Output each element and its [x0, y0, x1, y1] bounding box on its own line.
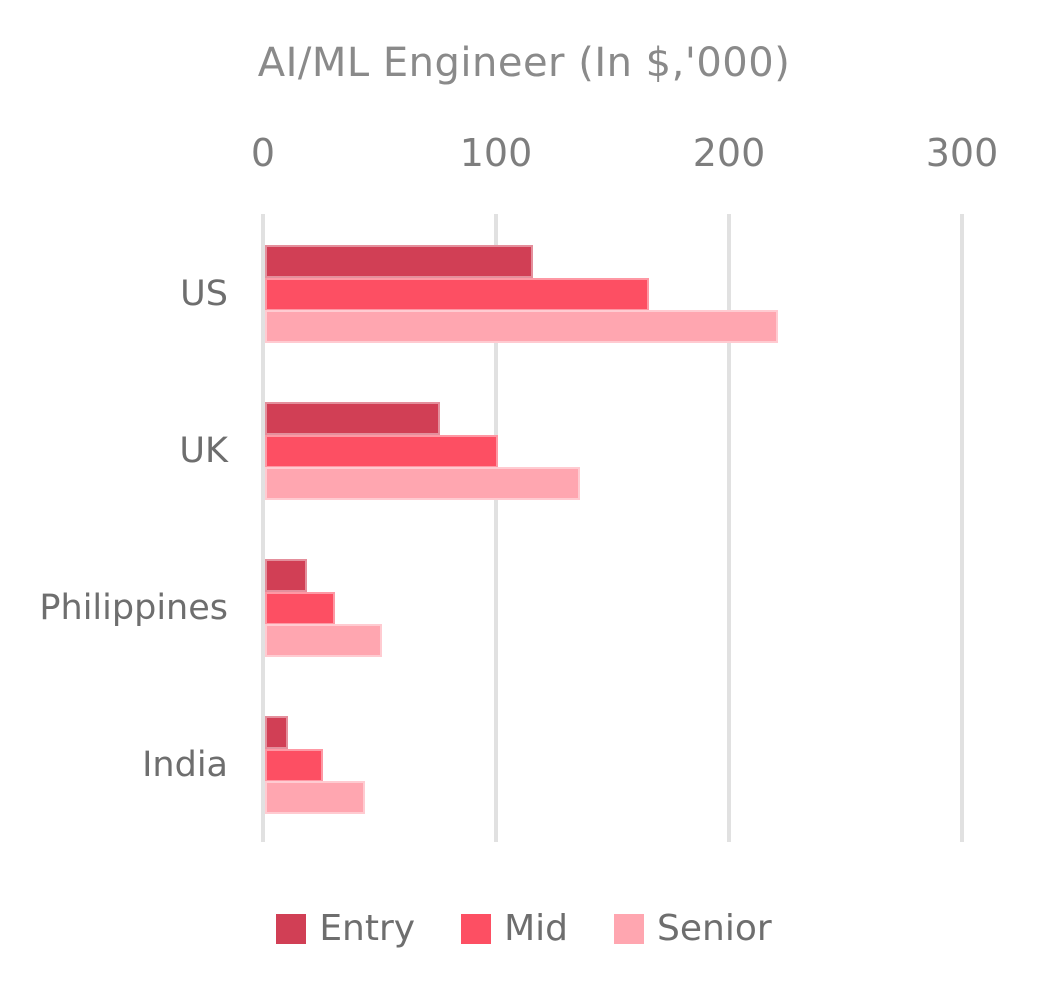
legend-label-mid: Mid	[504, 908, 569, 949]
gridline-0	[261, 214, 265, 842]
bar-philippines-entry	[265, 559, 307, 592]
x-tick-label-200: 200	[692, 131, 766, 175]
bar-uk-entry	[265, 402, 440, 435]
bar-india-senior	[265, 781, 366, 814]
category-label-us: US	[180, 273, 228, 314]
legend: Entry Mid Senior	[0, 908, 1048, 949]
category-label-philippines: Philippines	[39, 587, 228, 628]
category-label-india: India	[142, 744, 228, 785]
bar-india-entry	[265, 716, 289, 749]
x-tick-label-100: 100	[459, 131, 533, 175]
legend-item-entry: Entry	[276, 908, 415, 949]
category-label-uk: UK	[179, 430, 228, 471]
legend-label-entry: Entry	[319, 908, 416, 949]
bar-us-mid	[265, 277, 650, 311]
bar-philippines-senior	[265, 624, 382, 657]
bar-india-mid	[265, 748, 324, 782]
legend-label-senior: Senior	[657, 908, 772, 949]
x-tick-label-0: 0	[250, 131, 276, 175]
legend-swatch-entry-icon	[276, 913, 307, 944]
bar-us-entry	[265, 245, 533, 278]
gridline-200	[727, 214, 731, 842]
gridline-100	[494, 214, 498, 842]
legend-item-senior: Senior	[614, 908, 772, 949]
bar-us-senior	[265, 310, 778, 343]
legend-item-mid: Mid	[461, 908, 568, 949]
legend-swatch-mid-icon	[461, 913, 492, 944]
x-tick-label-300: 300	[925, 131, 999, 175]
chart-title: AI/ML Engineer (In $,'000)	[257, 40, 791, 86]
bar-philippines-mid	[265, 591, 335, 625]
bar-uk-senior	[265, 467, 580, 500]
legend-swatch-senior-icon	[614, 913, 645, 944]
bar-uk-mid	[265, 434, 498, 468]
gridline-300	[960, 214, 964, 842]
plot-area	[261, 214, 964, 842]
